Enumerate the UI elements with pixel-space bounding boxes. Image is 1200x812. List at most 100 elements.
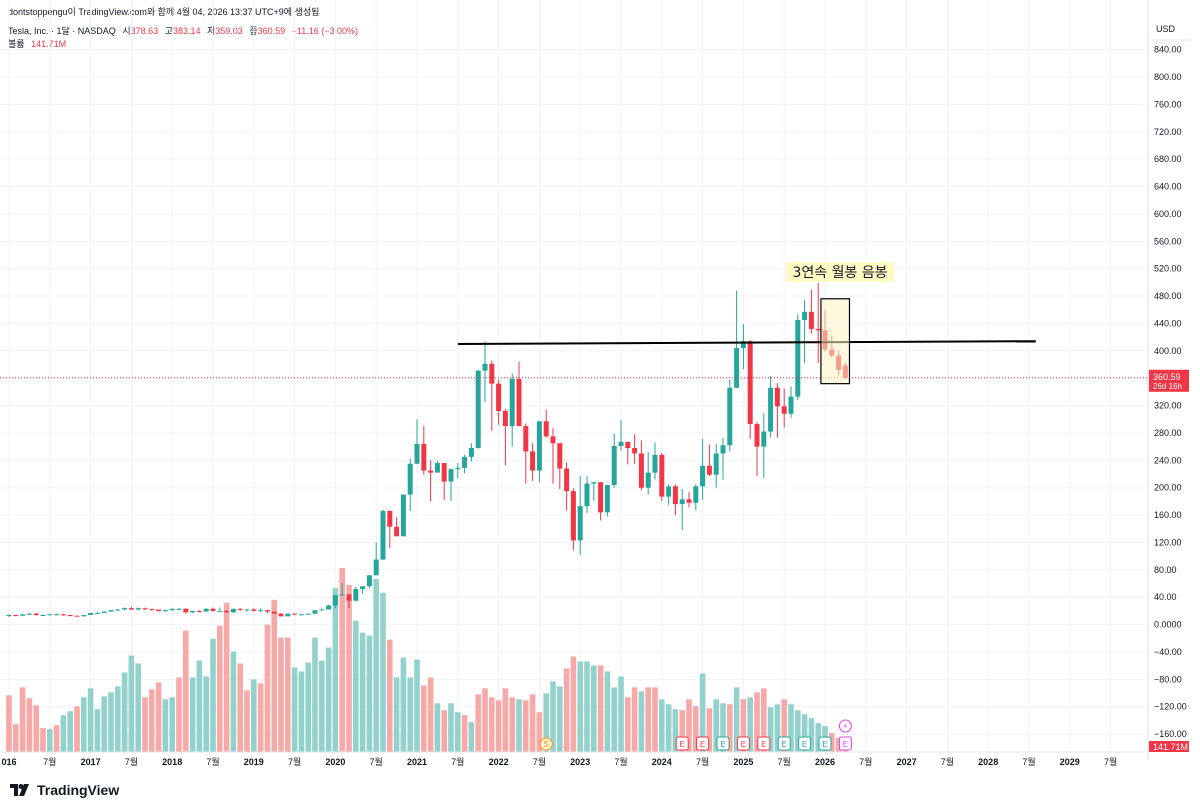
volume-bar <box>611 687 617 752</box>
y-tick-label: 280.00 <box>1154 428 1182 438</box>
volume-bar <box>319 660 325 752</box>
volume-bar <box>468 722 475 752</box>
candle-body <box>679 499 685 505</box>
candle-body <box>149 608 155 610</box>
volume-bar <box>407 677 413 752</box>
y-tick-label: −80.00 <box>1154 674 1182 684</box>
y-tick-label: 840.00 <box>1154 45 1182 55</box>
volume-bar <box>482 688 488 752</box>
candle-body <box>659 454 665 497</box>
volume-bar <box>53 725 60 752</box>
candle-body <box>448 469 454 482</box>
open-value: 378.63 <box>130 26 159 36</box>
volume-legend: 볼륨 141.71M <box>8 37 66 50</box>
last-price-label: 360.59 <box>1153 372 1181 382</box>
last-volume-tag <box>1149 741 1189 752</box>
candles <box>6 283 848 618</box>
candle-body <box>94 612 100 614</box>
currency-label: USD <box>1156 24 1176 34</box>
y-tick-label: −40.00 <box>1154 647 1182 657</box>
earnings-marker <box>838 736 852 751</box>
y-tick-label: 0.0000 <box>1154 620 1182 630</box>
volume-bar <box>26 698 33 752</box>
volume-bar <box>441 710 447 752</box>
x-tick-label: 7월 <box>451 756 464 767</box>
candle-body <box>346 594 352 601</box>
x-tick-label: 7월 <box>1104 756 1117 767</box>
candle-body <box>462 456 468 468</box>
volume-bar <box>257 683 264 752</box>
time-axis[interactable]: 016 7월 2017 7월 2018 7월 2019 7월 2020 7월 2021 7월 2022 7… <box>0 751 1148 767</box>
volume-bar <box>659 699 665 752</box>
candle-body <box>482 363 488 371</box>
volume-bar <box>516 699 522 752</box>
volume-bar <box>774 704 781 752</box>
volume-bar <box>155 682 162 752</box>
volume-bar <box>597 665 604 752</box>
volume-bar <box>176 677 182 752</box>
earnings-marker <box>716 736 730 751</box>
candle-body <box>115 609 121 611</box>
volume-bar <box>829 733 835 752</box>
candle-body <box>251 609 257 611</box>
y-tick-label: 160.00 <box>1154 510 1182 520</box>
volume-bar <box>393 677 400 752</box>
volume-bar <box>244 690 250 752</box>
candle-body <box>591 482 597 484</box>
candle-body <box>285 613 291 617</box>
candle-body <box>101 611 107 613</box>
volume-bar <box>808 718 815 752</box>
candle-body <box>543 421 549 437</box>
earnings-marker-label: E <box>822 740 827 749</box>
tradingview-icon <box>10 784 29 796</box>
x-tick-label: 7월 <box>778 756 791 767</box>
tradingview-logo[interactable]: TradingView <box>10 782 119 798</box>
volume-bar <box>699 673 706 752</box>
candle-body <box>162 610 168 612</box>
candle-body <box>244 609 250 611</box>
volume-bar <box>285 637 291 752</box>
candle-body <box>496 383 502 412</box>
volume-bar <box>570 656 577 752</box>
volume-bar <box>665 704 672 752</box>
candle-body <box>40 615 46 617</box>
open-label: 시 <box>122 26 131 36</box>
volume-bar <box>414 659 420 752</box>
volume-value: 141.71M <box>31 39 67 49</box>
volume-bar <box>196 660 203 752</box>
volume-bar <box>264 624 271 752</box>
highlight-box <box>820 298 851 385</box>
symbol-info[interactable]: Tesla, Inc. · 1달 · NASDAQ <box>8 26 116 36</box>
brand-name: TradingView <box>37 782 120 798</box>
volume-bar <box>604 671 611 752</box>
candle-body <box>747 341 753 425</box>
earnings-marker-label: E <box>782 740 787 749</box>
volume-bar <box>149 689 155 752</box>
candle-body <box>618 441 624 446</box>
candle-body <box>530 451 536 471</box>
candle-body <box>400 494 406 537</box>
y-tick-label: 680.00 <box>1154 154 1182 164</box>
candle-body <box>278 613 284 617</box>
candle-body <box>693 486 699 503</box>
volume-bar <box>128 655 135 752</box>
x-tick-label: 7월 <box>859 756 872 767</box>
volume-bar <box>591 665 597 752</box>
volume-bar <box>6 695 12 752</box>
volume-bar <box>387 639 393 752</box>
high-value: 383.14 <box>172 26 201 36</box>
candle-body <box>570 491 576 541</box>
volume-bar <box>251 679 257 752</box>
volume-bar <box>645 687 651 752</box>
x-tick-label: 2022 <box>489 757 509 767</box>
price-axis[interactable]: USD 840.00 800.00 760.00 720.00 680.00 640.00 6… <box>1147 0 1200 812</box>
candle-body <box>230 608 236 613</box>
candle-body <box>142 608 148 610</box>
candle-body <box>33 613 39 616</box>
x-tick-label: 2024 <box>652 757 672 767</box>
candle-body <box>577 506 583 541</box>
candle-body <box>128 608 134 610</box>
volume-bar <box>767 707 774 752</box>
volume-bar <box>625 697 631 752</box>
